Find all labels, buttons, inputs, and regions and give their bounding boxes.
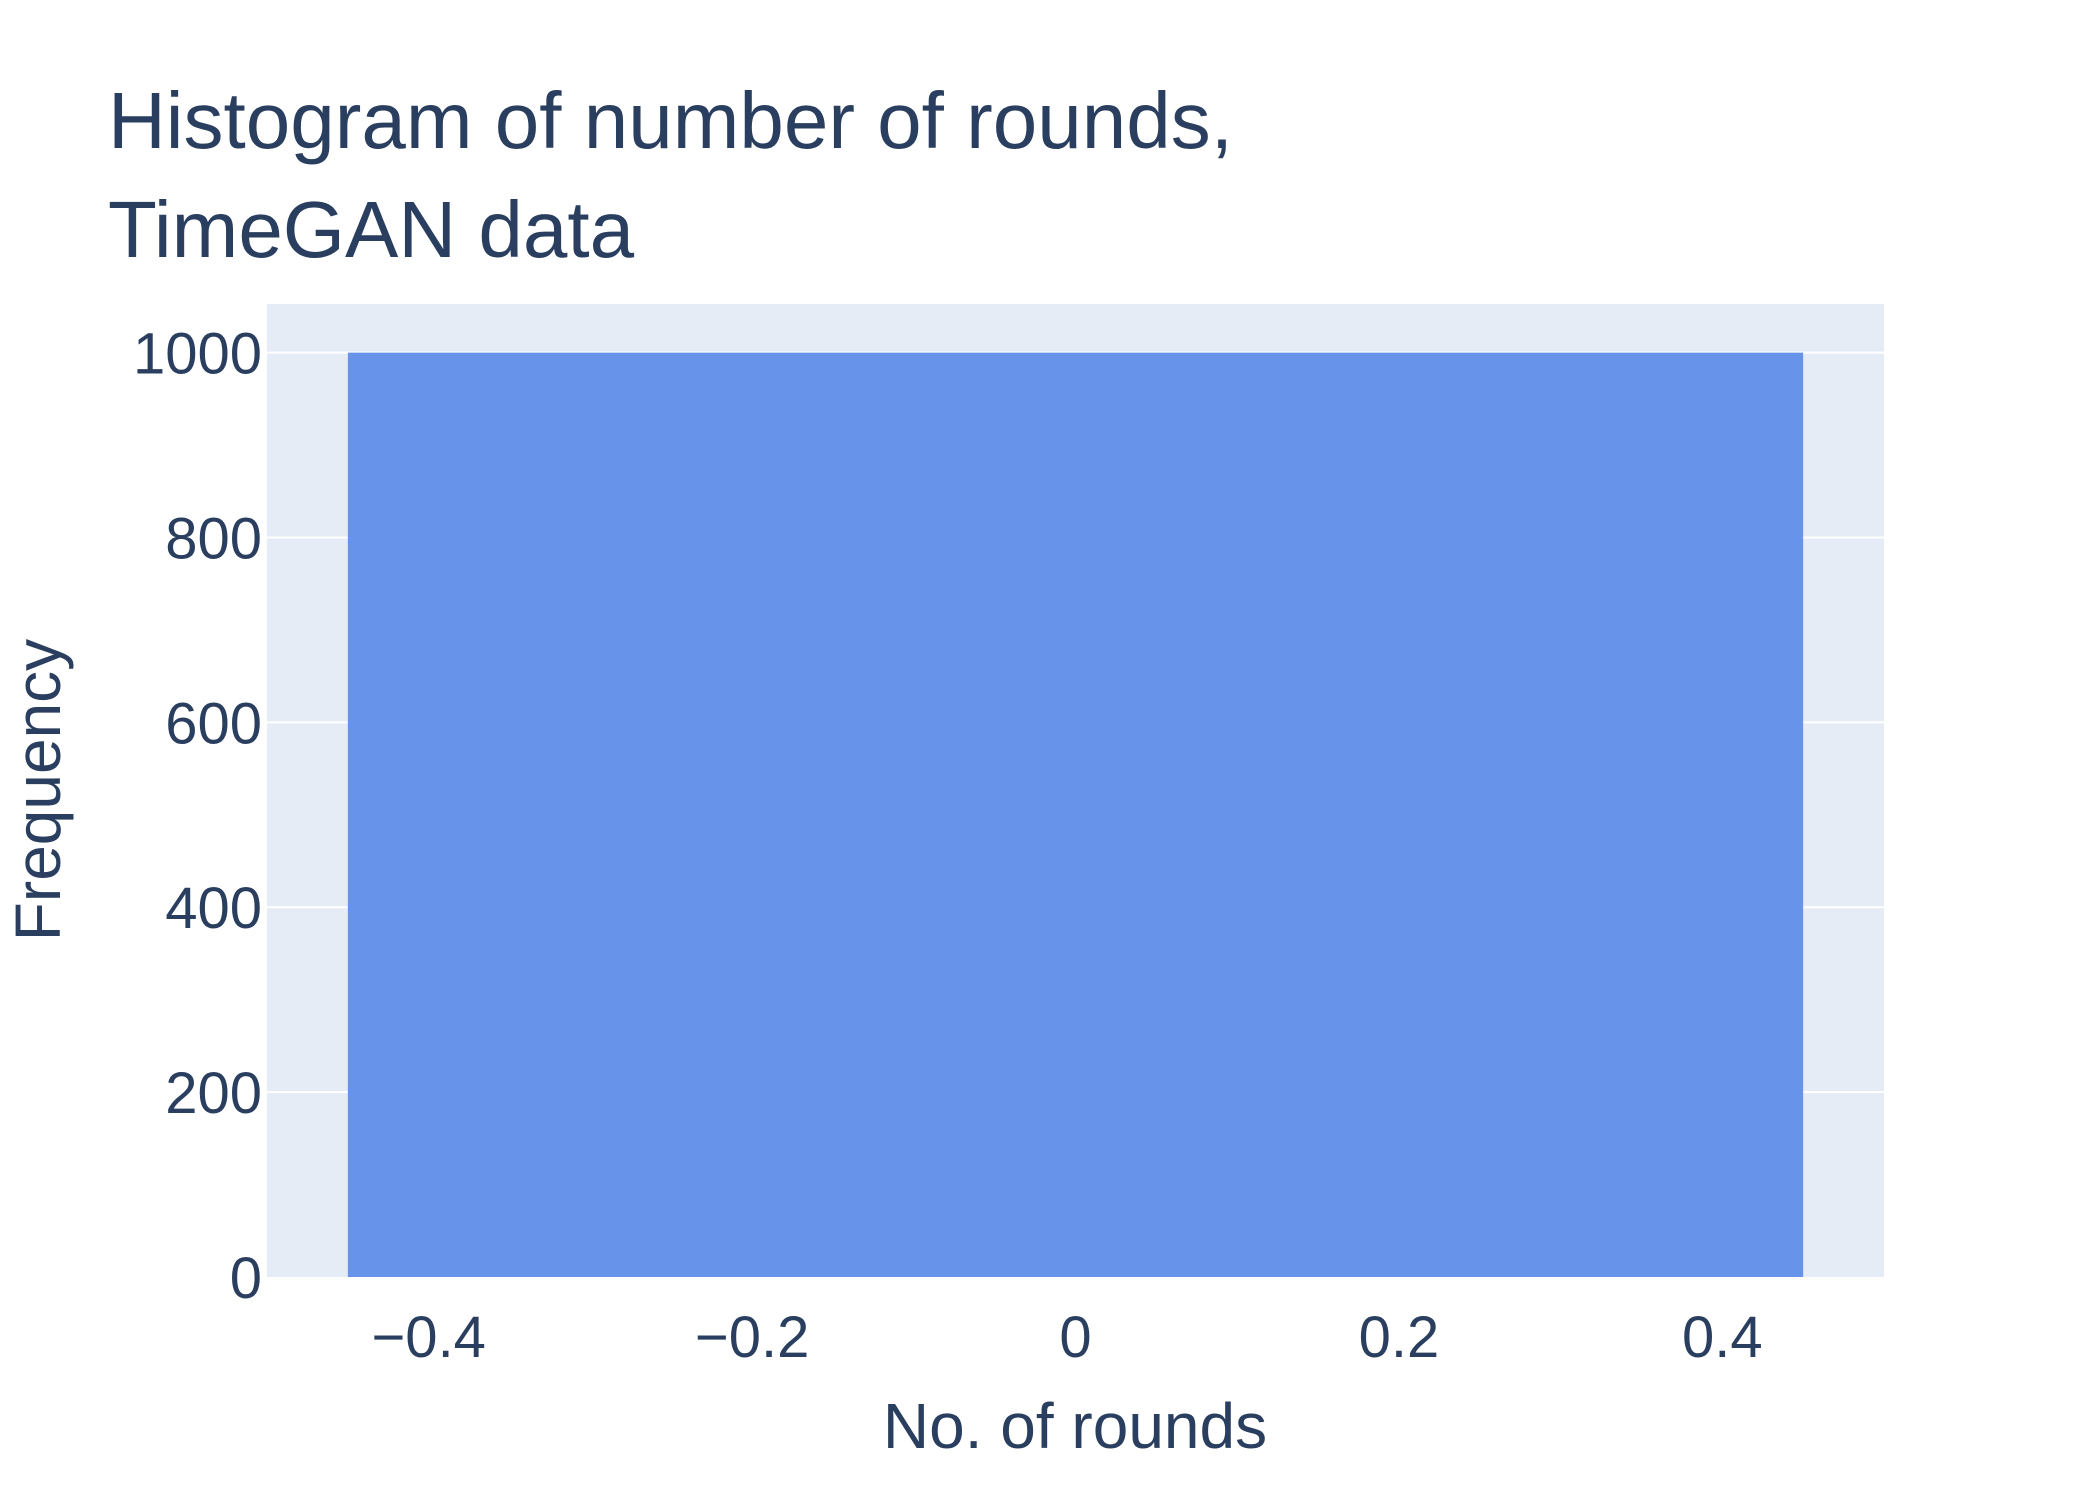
bars xyxy=(347,352,1804,1277)
y-tick-label-5: 1000 xyxy=(133,322,262,387)
y-tick-label-0: 0 xyxy=(230,1246,262,1311)
chart-title-line-2: TimeGAN data xyxy=(108,185,635,274)
histogram-bar-0 xyxy=(347,352,1804,1277)
y-tick-label-2: 400 xyxy=(165,876,262,941)
x-tick-label-2: 0 xyxy=(1059,1305,1091,1370)
y-tick-label-1: 200 xyxy=(165,1061,262,1126)
x-axis-label: No. of rounds xyxy=(883,1390,1267,1462)
x-tick-label-3: 0.2 xyxy=(1359,1305,1440,1370)
y-axis-label: Frequency xyxy=(2,639,74,941)
x-tick-label-1: −0.2 xyxy=(695,1305,810,1370)
y-tick-label-4: 800 xyxy=(165,506,262,571)
y-tick-label-3: 600 xyxy=(165,691,262,756)
chart-title-line-1: Histogram of number of rounds, xyxy=(108,76,1233,165)
y-tick-labels: 0 200 400 600 800 1000 xyxy=(133,322,262,1311)
x-tick-labels: −0.4 −0.2 0 0.2 0.4 xyxy=(371,1305,1762,1370)
x-tick-label-0: −0.4 xyxy=(371,1305,486,1370)
x-tick-label-4: 0.4 xyxy=(1682,1305,1763,1370)
